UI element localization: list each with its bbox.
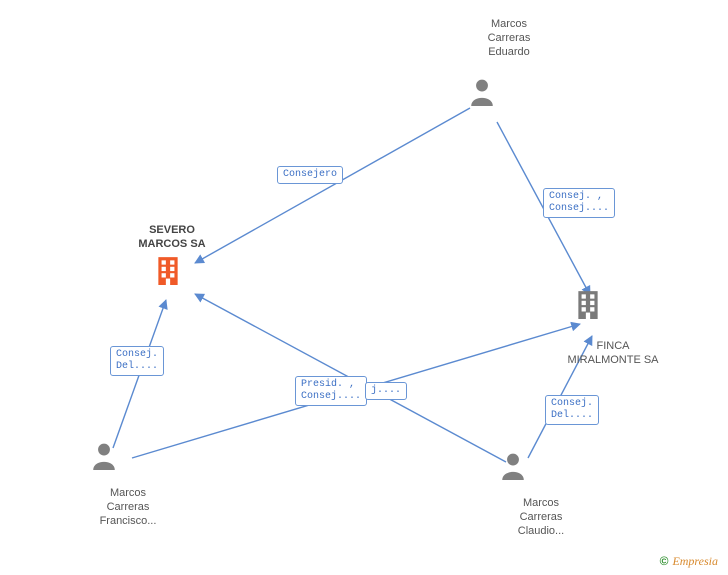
edge-label: Consejero bbox=[277, 166, 343, 184]
edge bbox=[195, 108, 470, 263]
edge-label: Presid. , Consej.... bbox=[295, 376, 367, 406]
node-label: SEVERO MARCOS SA bbox=[117, 224, 227, 252]
brand-name: Empresia bbox=[672, 554, 718, 568]
node-label: FINCA MIRALMONTE SA bbox=[558, 340, 668, 368]
edge-label: Consej. , Consej.... bbox=[543, 188, 615, 218]
edge-label: Consej. Del.... bbox=[110, 346, 164, 376]
person-icon[interactable] bbox=[500, 452, 526, 480]
node-label: Marcos Carreras Claudio... bbox=[486, 497, 596, 538]
node-label: Marcos Carreras Francisco... bbox=[73, 487, 183, 528]
edge-label: Consej. Del.... bbox=[545, 395, 599, 425]
person-icon[interactable] bbox=[91, 442, 117, 470]
node-label: Marcos Carreras Eduardo bbox=[454, 18, 564, 59]
building-icon[interactable] bbox=[575, 289, 601, 319]
copyright-symbol: © bbox=[660, 554, 669, 568]
person-icon[interactable] bbox=[469, 78, 495, 106]
diagram-canvas: Marcos Carreras Eduardo SEVERO MARCOS SA… bbox=[0, 0, 728, 575]
watermark: ©Empresia bbox=[660, 554, 718, 569]
edge-label: j.... bbox=[365, 382, 407, 400]
building-icon[interactable] bbox=[155, 255, 181, 285]
